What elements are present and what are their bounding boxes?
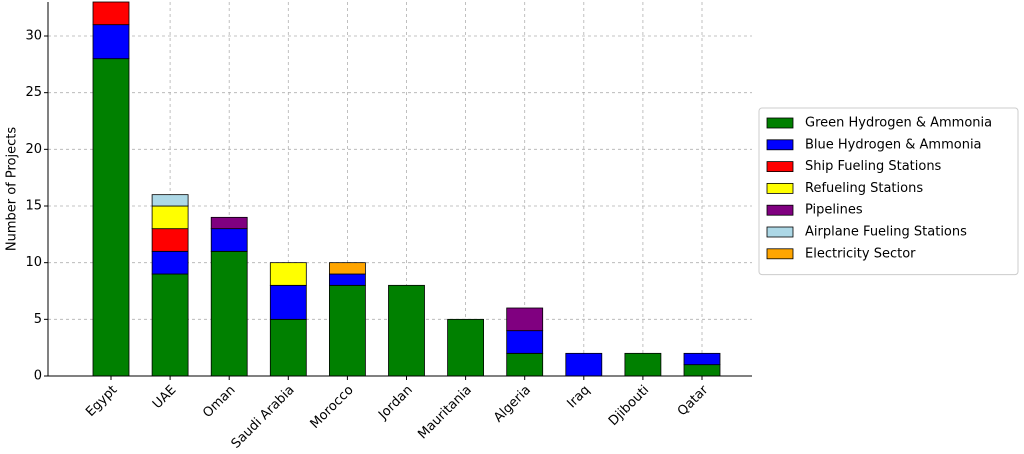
bar-segment <box>92 1 130 26</box>
legend-swatch <box>766 161 794 173</box>
bar-segment <box>210 250 248 377</box>
x-tick-label: Jordan <box>375 383 416 424</box>
bar-segment <box>565 352 603 377</box>
legend-box <box>758 107 1019 276</box>
legend-label: Pipelines <box>805 203 863 218</box>
legend-label: Ship Fueling Stations <box>805 159 942 174</box>
bar-segment <box>328 273 366 286</box>
grid <box>48 2 752 377</box>
y-axis-label: Number of Projects <box>5 127 20 251</box>
bar-segment <box>151 228 189 252</box>
bar-segment <box>151 250 189 275</box>
bar-segment <box>683 352 721 366</box>
bar-segment <box>92 58 130 377</box>
bar-segment <box>151 194 189 207</box>
bar-segment <box>269 262 307 286</box>
legend-label: Blue Hydrogen & Ammonia <box>805 137 982 152</box>
x-tick-label: Oman <box>200 383 238 421</box>
y-tick-label: 25 <box>25 85 42 100</box>
bar-segment <box>683 364 721 377</box>
bar-segment <box>624 352 662 377</box>
x-tick-label: Saudi Arabia <box>229 383 298 452</box>
legend-swatch <box>766 117 794 129</box>
bar-segment <box>151 205 189 230</box>
x-tick-label: Iraq <box>565 383 594 412</box>
y-tick-label: 5 <box>34 312 42 327</box>
bar-segment <box>506 352 544 377</box>
y-tick-label: 15 <box>25 199 42 214</box>
bar-segment <box>269 284 307 320</box>
bar-segment <box>506 307 544 332</box>
bar-segment <box>506 330 544 354</box>
x-tick-label: Mauritania <box>415 383 475 443</box>
bar-segment <box>328 262 366 275</box>
legend-swatch <box>766 204 794 216</box>
legend-swatch <box>766 226 794 238</box>
bar-segment <box>388 284 425 377</box>
legend-swatch <box>766 139 794 151</box>
bar-segment <box>92 24 130 60</box>
legend-swatch <box>766 248 794 260</box>
y-tick-label: 0 <box>34 369 42 384</box>
x-tick-label: Qatar <box>675 382 712 419</box>
bar-segment <box>210 228 248 252</box>
bar-segment <box>447 318 485 377</box>
legend-label: Green Hydrogen & Ammonia <box>805 116 992 131</box>
bar-segment <box>328 284 366 377</box>
bar-segment <box>210 216 248 230</box>
x-tick-label: Egypt <box>83 383 120 420</box>
legend-label: Electricity Sector <box>805 246 916 261</box>
y-tick-label: 20 <box>25 142 42 157</box>
x-tick-label: Algeria <box>491 383 534 426</box>
x-tick-label: Djibouti <box>606 383 652 429</box>
legend-swatch <box>766 182 794 194</box>
y-tick-label: 10 <box>25 255 42 270</box>
x-tick-label: Morocco <box>308 383 357 432</box>
legend-label: Airplane Fueling Stations <box>805 225 967 240</box>
legend-label: Refueling Stations <box>805 181 923 196</box>
bar-segment <box>151 273 189 377</box>
y-tick-label: 30 <box>25 29 42 44</box>
bar-segment <box>269 318 307 377</box>
x-tick-label: UAE <box>150 383 179 412</box>
